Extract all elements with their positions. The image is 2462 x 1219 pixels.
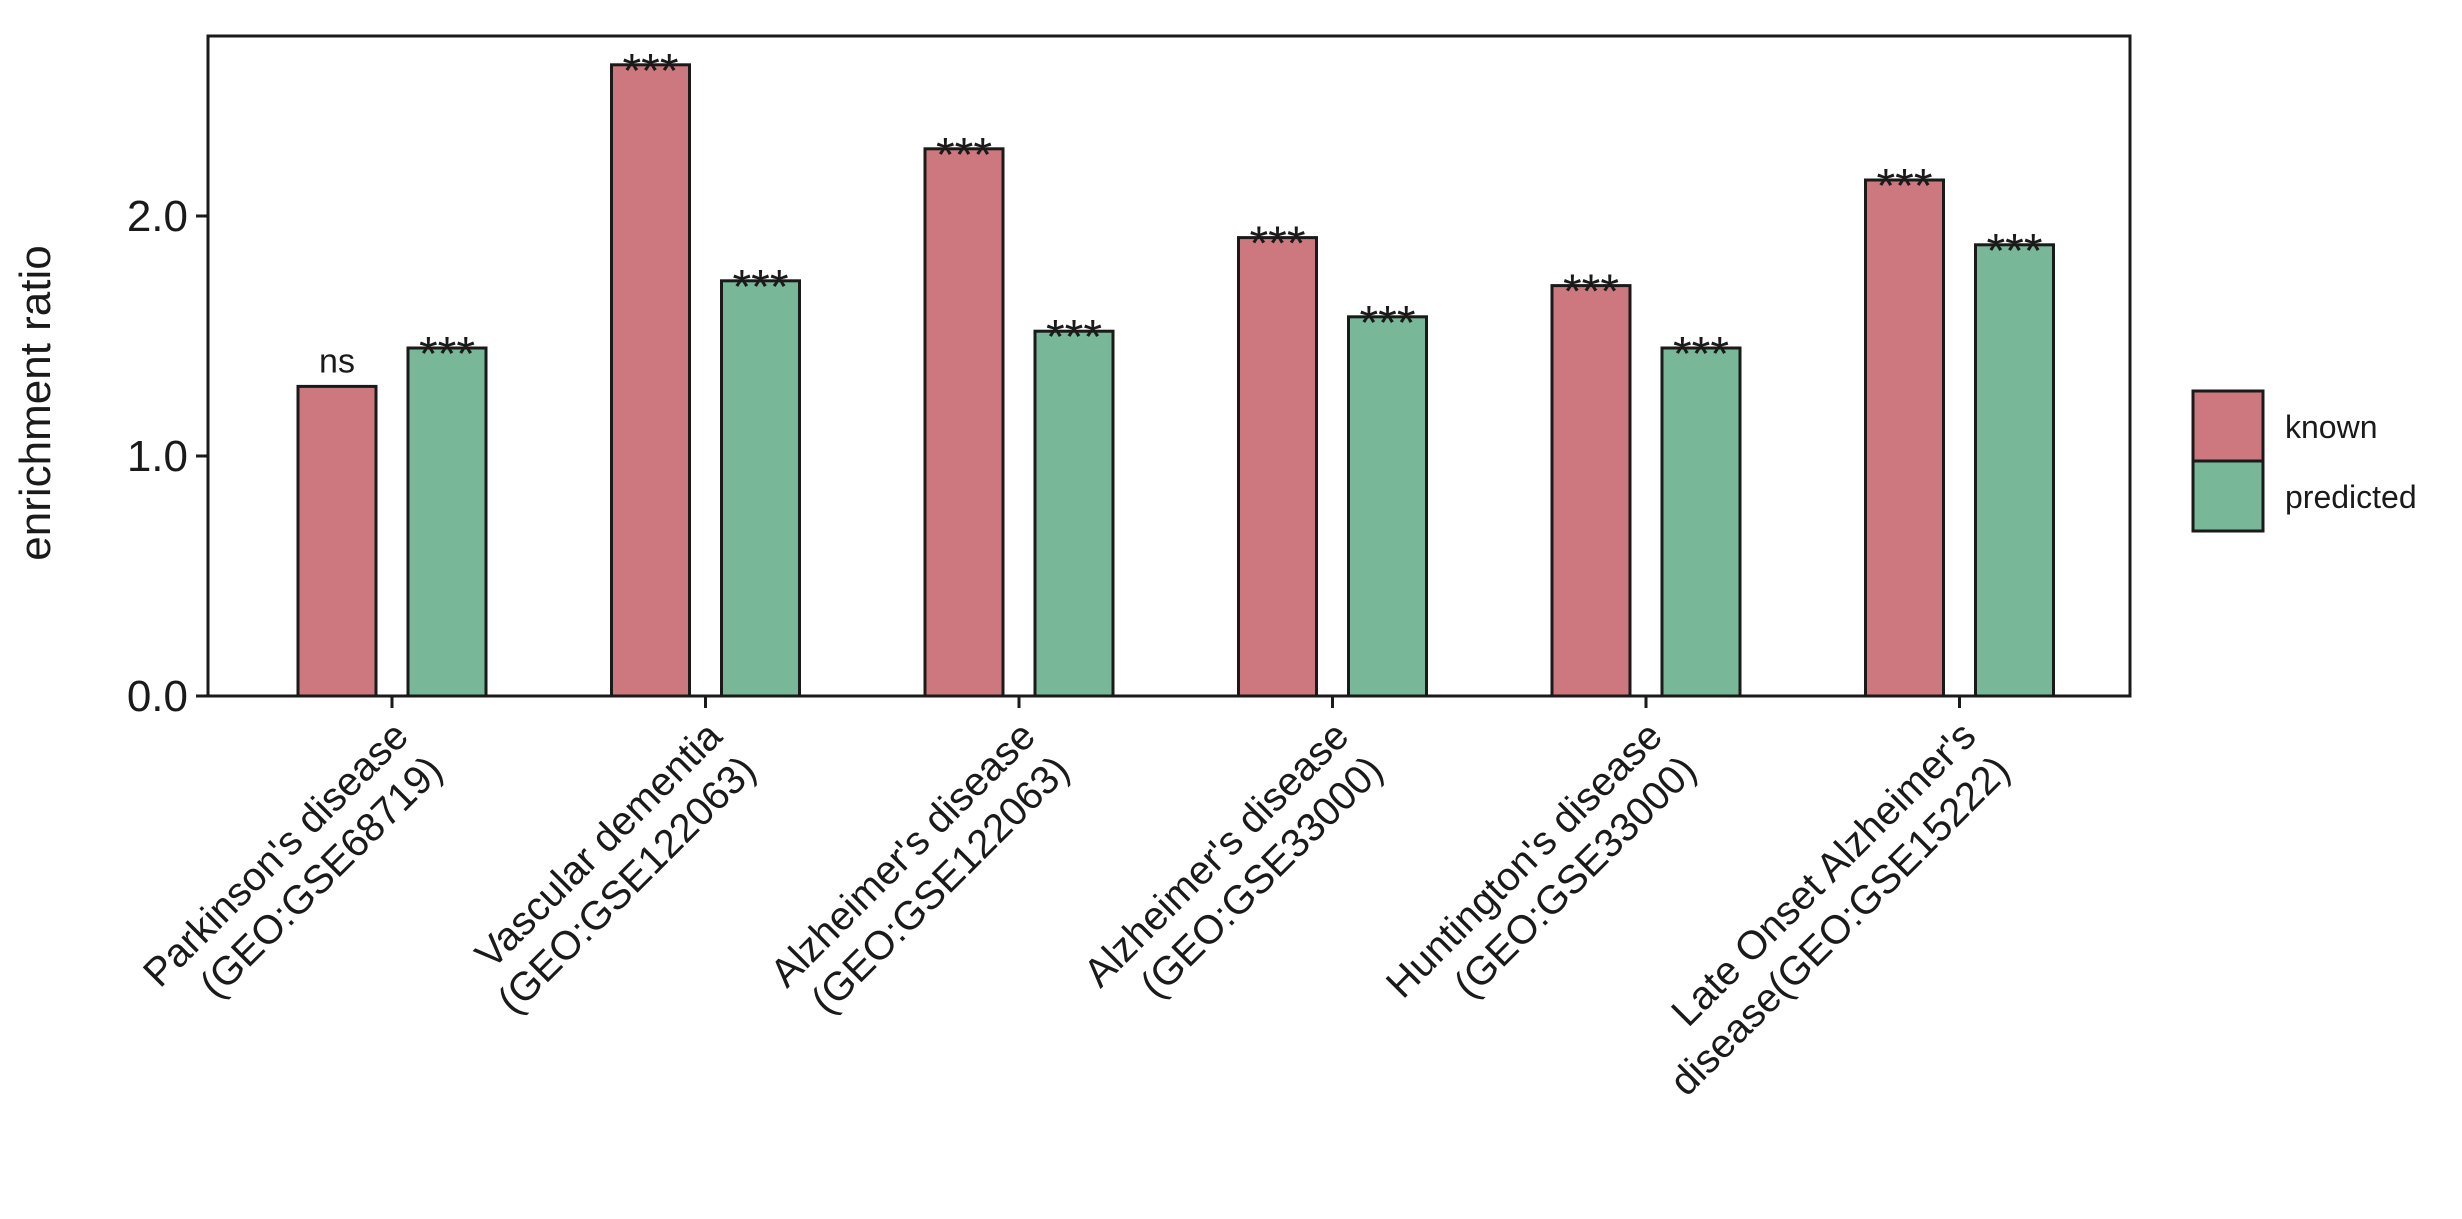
x-tick-label: Parkinson's disease(GEO:GSE68719) <box>135 714 451 1030</box>
significance-label: *** <box>1673 328 1729 381</box>
y-tick-label: 2.0 <box>127 192 188 241</box>
bar-known <box>610 63 691 698</box>
bar-predicted <box>1660 346 1742 698</box>
y-tick-label: 1.0 <box>127 432 188 481</box>
bar-known <box>296 384 378 698</box>
plot-frame <box>206 34 2132 698</box>
bar-known <box>923 147 1005 698</box>
bars-layer <box>296 63 2055 698</box>
y-tick-label: 0.0 <box>127 672 188 721</box>
significance-label: *** <box>1986 225 2042 278</box>
legend-key-known <box>2191 389 2265 463</box>
significance-label: *** <box>1046 311 1102 364</box>
significance-label: *** <box>1359 297 1415 350</box>
x-tick-label: Huntington's disease(GEO:GSE33000) <box>1378 714 1705 1041</box>
bar-predicted <box>1033 329 1115 698</box>
x-axis: Parkinson's disease(GEO:GSE68719) Vascula… <box>135 696 2018 1104</box>
x-tick-label: Alzheimer's disease(GEO:GSE122063) <box>762 714 1078 1030</box>
bar-known <box>1550 284 1632 698</box>
significance-label: *** <box>732 261 788 314</box>
legend-label-known: known <box>2285 409 2378 445</box>
legend: known predicted <box>2191 389 2417 533</box>
bar-predicted <box>406 346 488 698</box>
significance-label: *** <box>936 129 992 182</box>
legend-label-predicted: predicted <box>2285 479 2417 515</box>
significance-label: *** <box>622 45 678 98</box>
plot-border <box>206 34 2132 698</box>
significance-label: *** <box>419 328 475 381</box>
significance-label: *** <box>1876 160 1932 213</box>
significance-labels-layer: ns *** *** *** *** *** *** *** *** *** *** *** <box>319 45 2042 381</box>
legend-key-predicted <box>2191 459 2265 533</box>
bar-known <box>1237 236 1318 698</box>
significance-label: *** <box>1563 266 1619 319</box>
bar-predicted <box>1347 315 1428 698</box>
significance-label: *** <box>1249 218 1305 271</box>
y-axis-label: enrichment ratio <box>11 245 60 560</box>
y-axis: 0.0 1.0 2.0 <box>127 192 208 721</box>
significance-label: ns <box>319 342 355 380</box>
bar-predicted <box>720 279 801 698</box>
x-tick-label: Vascular dementia(GEO:GSE122063) <box>456 713 765 1022</box>
bar-predicted <box>1974 243 2055 698</box>
bar-known <box>1864 178 1945 698</box>
x-tick-label: Alzheimer's disease(GEO:GSE33000) <box>1076 714 1392 1030</box>
